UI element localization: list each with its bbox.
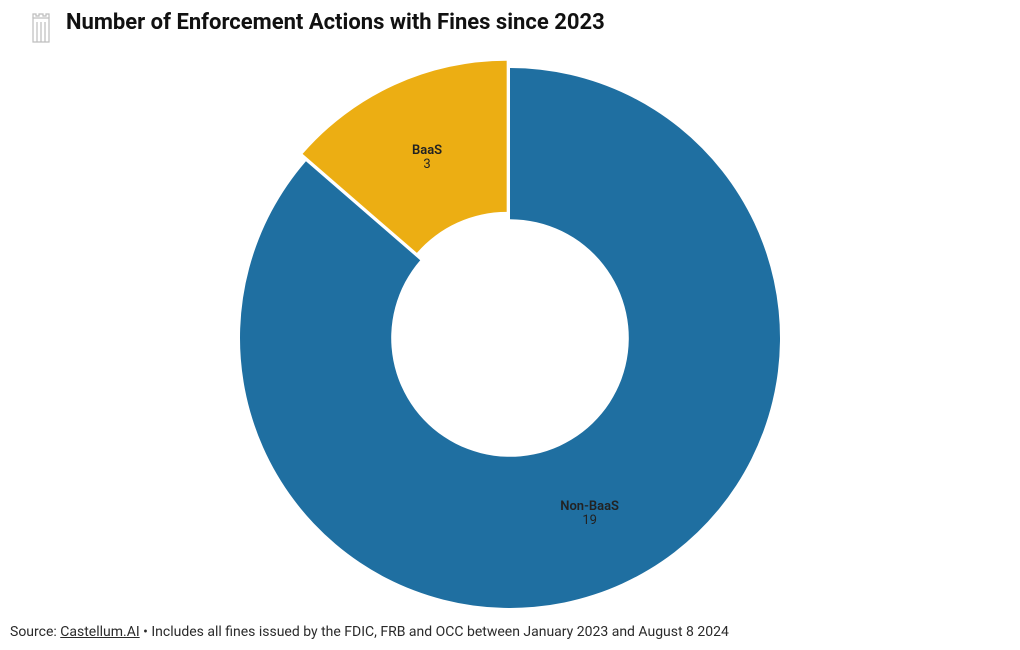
chart-area: Non-BaaS19 BaaS3 (0, 60, 1020, 615)
donut-chart: Non-BaaS19 BaaS3 (230, 58, 790, 618)
chart-footer: Source: Castellum.AI • Includes all fine… (10, 624, 1010, 640)
slice-label: BaaS (412, 142, 442, 157)
header: Number of Enforcement Actions with Fines… (30, 10, 1010, 46)
source-separator: • (140, 624, 152, 640)
source-prefix: Source: (10, 624, 60, 640)
castellum-logo-icon (30, 12, 52, 46)
slice-value: 19 (582, 512, 597, 527)
source-note: Includes all fines issued by the FDIC, F… (151, 624, 729, 640)
chart-title: Number of Enforcement Actions with Fines… (66, 10, 605, 36)
slice-label: Non-BaaS (560, 498, 619, 513)
source-link[interactable]: Castellum.AI (60, 624, 139, 640)
slice-value: 3 (423, 156, 430, 171)
page-container: Number of Enforcement Actions with Fines… (0, 0, 1020, 650)
